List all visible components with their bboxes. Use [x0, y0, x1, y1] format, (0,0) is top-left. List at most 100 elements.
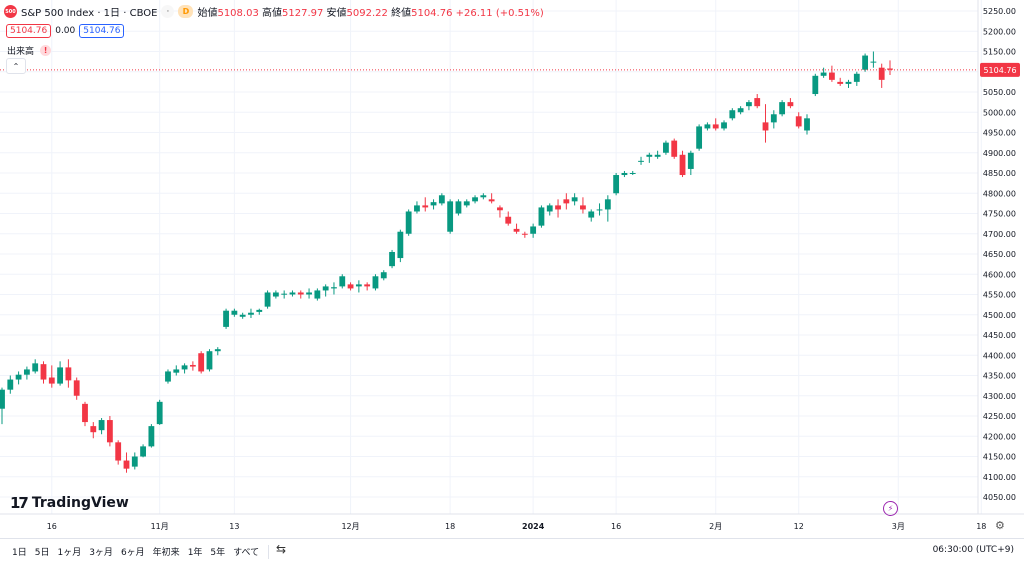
y-tick-label: 4300.00 [983, 392, 1016, 401]
lightning-icon[interactable]: ⚡ [883, 501, 898, 516]
candle [214, 347, 221, 356]
candle-body [48, 377, 55, 384]
y-tick-label: 4250.00 [983, 412, 1016, 421]
chart-legend: 500 S&P 500 Index · 1日 · CBOE · D 始値5108… [4, 4, 544, 19]
candle [364, 282, 371, 291]
candle-body [837, 81, 844, 84]
price-boxes: 5104.76 0.00 5104.76 [6, 24, 125, 38]
y-tick-label: 5200.00 [983, 27, 1016, 36]
time-axis[interactable]: 16 11月 13 12月 18 2024 16 2月 12 3月 18 [0, 513, 1024, 531]
candle [181, 363, 188, 374]
bid-price-box[interactable]: 5104.76 [6, 24, 52, 38]
y-tick-label: 4900.00 [983, 149, 1016, 158]
candle [878, 63, 885, 88]
candle-body [438, 195, 445, 204]
candle-body [264, 292, 271, 307]
candle-body [878, 67, 885, 80]
candle-body [795, 116, 802, 127]
candle [679, 150, 686, 178]
candle [347, 282, 354, 291]
y-tick-label: 4150.00 [983, 453, 1016, 462]
tradingview-logo[interactable]: 17 TradingView [10, 494, 129, 512]
high-value: 5127.97 [282, 8, 324, 19]
candle [40, 361, 47, 384]
candle [430, 199, 437, 210]
y-tick-label: 4450.00 [983, 331, 1016, 340]
candle [297, 290, 304, 299]
candle-body [414, 205, 420, 212]
candle [355, 280, 362, 293]
candle [422, 197, 429, 212]
candle [173, 365, 180, 376]
candle-body [770, 114, 777, 123]
candle [505, 211, 512, 226]
candle [239, 312, 246, 319]
y-tick-label: 4200.00 [983, 432, 1016, 441]
interval-badge[interactable]: D [178, 5, 194, 18]
candle-body [422, 205, 429, 208]
candle [746, 100, 752, 111]
timezone-clock[interactable]: 06:30:00 (UTC+9) [932, 545, 1014, 555]
range-button-7[interactable]: 5年 [210, 548, 226, 558]
candle [754, 94, 761, 109]
candle [712, 118, 719, 131]
candle [272, 290, 279, 299]
range-button-6[interactable]: 1年 [187, 548, 203, 558]
candle-body [862, 55, 869, 70]
y-tick-label: 4800.00 [983, 189, 1016, 198]
candle [853, 71, 860, 86]
candle [812, 73, 819, 97]
calendar-range-icon[interactable]: ⇆ [276, 542, 287, 556]
close-value: 5104.76 [411, 8, 453, 19]
candle-body [779, 102, 786, 115]
volume-label[interactable]: 出来高 [7, 47, 35, 57]
low-label: 安値 [326, 8, 347, 19]
candle [314, 288, 321, 301]
candle [256, 308, 263, 315]
candle [770, 110, 777, 129]
ask-price-box[interactable]: 5104.76 [79, 24, 125, 38]
candle [521, 231, 528, 238]
price-chart[interactable]: 4050.00 4100.00 4150.00 4200.00 4250.00 4300.… [0, 0, 1024, 538]
price-axis[interactable]: 4050.00 4100.00 4150.00 4200.00 4250.00 4300.… [0, 0, 1020, 514]
candle-body [455, 201, 462, 214]
collapse-legend-button[interactable]: ⌃ [6, 58, 26, 74]
candle-body [546, 205, 553, 212]
candle-body [198, 353, 205, 372]
open-value: 5108.03 [217, 8, 259, 19]
candle-body [322, 286, 329, 291]
candle [654, 150, 661, 159]
candle-body [721, 122, 727, 129]
range-button-5[interactable]: 年初来 [152, 548, 180, 558]
candle [497, 205, 503, 218]
candle-body [40, 364, 47, 380]
dots-icon[interactable]: · [161, 5, 175, 18]
candle [65, 359, 72, 388]
candle [546, 203, 553, 216]
y-tick-label: 4400.00 [983, 351, 1016, 360]
candle-body [853, 73, 860, 82]
candle [156, 399, 163, 425]
range-button-8[interactable]: すべて [233, 548, 260, 558]
candle-body [57, 367, 63, 384]
range-button-2[interactable]: 1ヶ月 [57, 548, 82, 558]
x-tick-label: 11月 [151, 522, 169, 531]
candle [372, 274, 379, 291]
candle-body [98, 420, 105, 431]
range-button-3[interactable]: 3ヶ月 [89, 548, 113, 558]
candle [289, 290, 296, 297]
range-button-4[interactable]: 6ヶ月 [120, 548, 145, 558]
candle-body [679, 154, 686, 176]
candle-body [165, 371, 171, 382]
candle [862, 53, 869, 72]
range-button-1[interactable]: 5日 [34, 548, 50, 558]
symbol-title[interactable]: S&P 500 Index · 1日 · CBOE [21, 8, 158, 19]
candle [787, 98, 794, 109]
candle-body [223, 310, 229, 327]
symbol-badge: 500 [4, 5, 17, 18]
candle-body [306, 292, 312, 295]
gear-icon[interactable]: ⚙ [995, 519, 1005, 532]
warning-icon[interactable]: ! [40, 45, 52, 56]
candle-body [389, 251, 395, 267]
range-button-0[interactable]: 1日 [12, 548, 27, 558]
